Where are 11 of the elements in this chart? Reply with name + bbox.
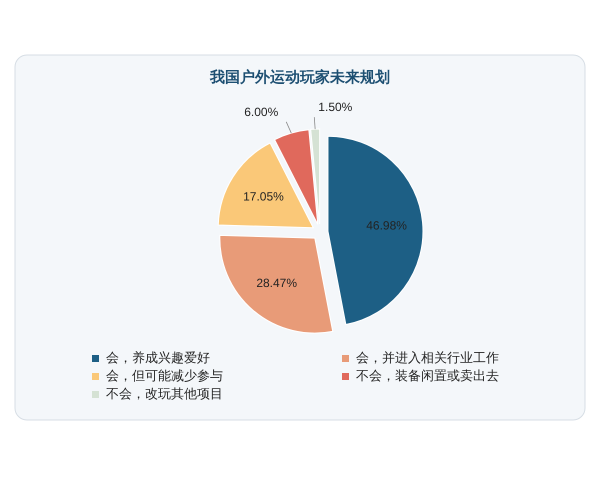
legend-label: 不会，装备闲置或卖出去 xyxy=(356,369,499,384)
data-label: 46.98% xyxy=(366,218,408,233)
data-label: 1.50% xyxy=(318,100,353,114)
legend-label: 会，但可能减少参与 xyxy=(106,369,223,384)
chart-title: 我国户外运动玩家未来规划 xyxy=(209,68,390,86)
data-label: 6.00% xyxy=(244,104,279,119)
data-label: 17.05% xyxy=(243,189,284,204)
legend-label: 不会，改玩其他项目 xyxy=(106,387,223,402)
legend-label: 会，并进入相关行业工作 xyxy=(356,351,499,366)
data-label: 28.47% xyxy=(256,276,298,290)
legend-label: 会，养成兴趣爱好 xyxy=(106,350,210,366)
